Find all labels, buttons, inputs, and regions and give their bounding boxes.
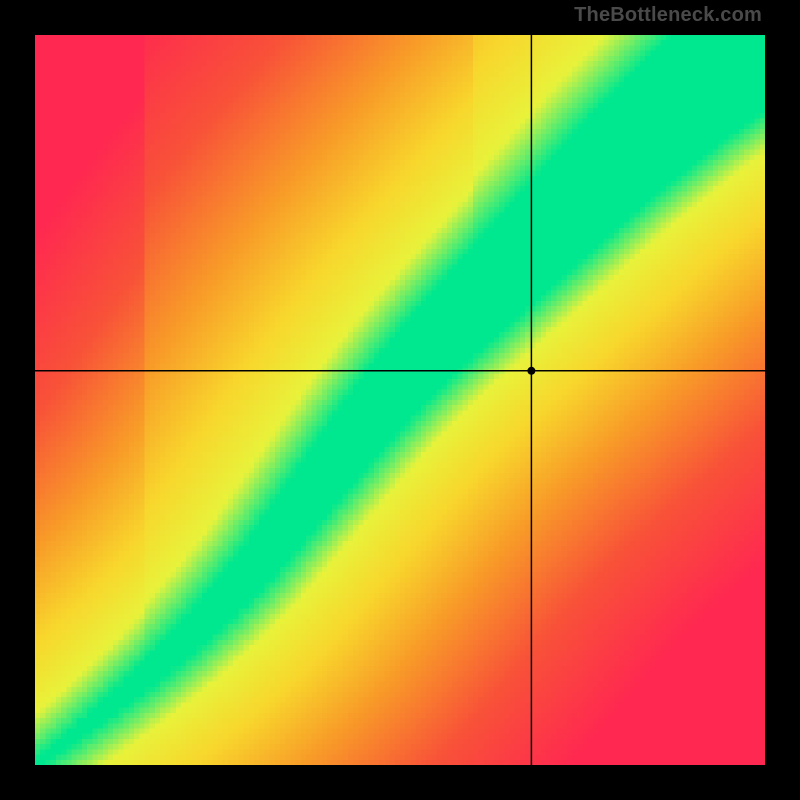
watermark-text: TheBottleneck.com [574,4,762,27]
bottleneck-heatmap [35,35,765,765]
heatmap-canvas [35,35,765,765]
